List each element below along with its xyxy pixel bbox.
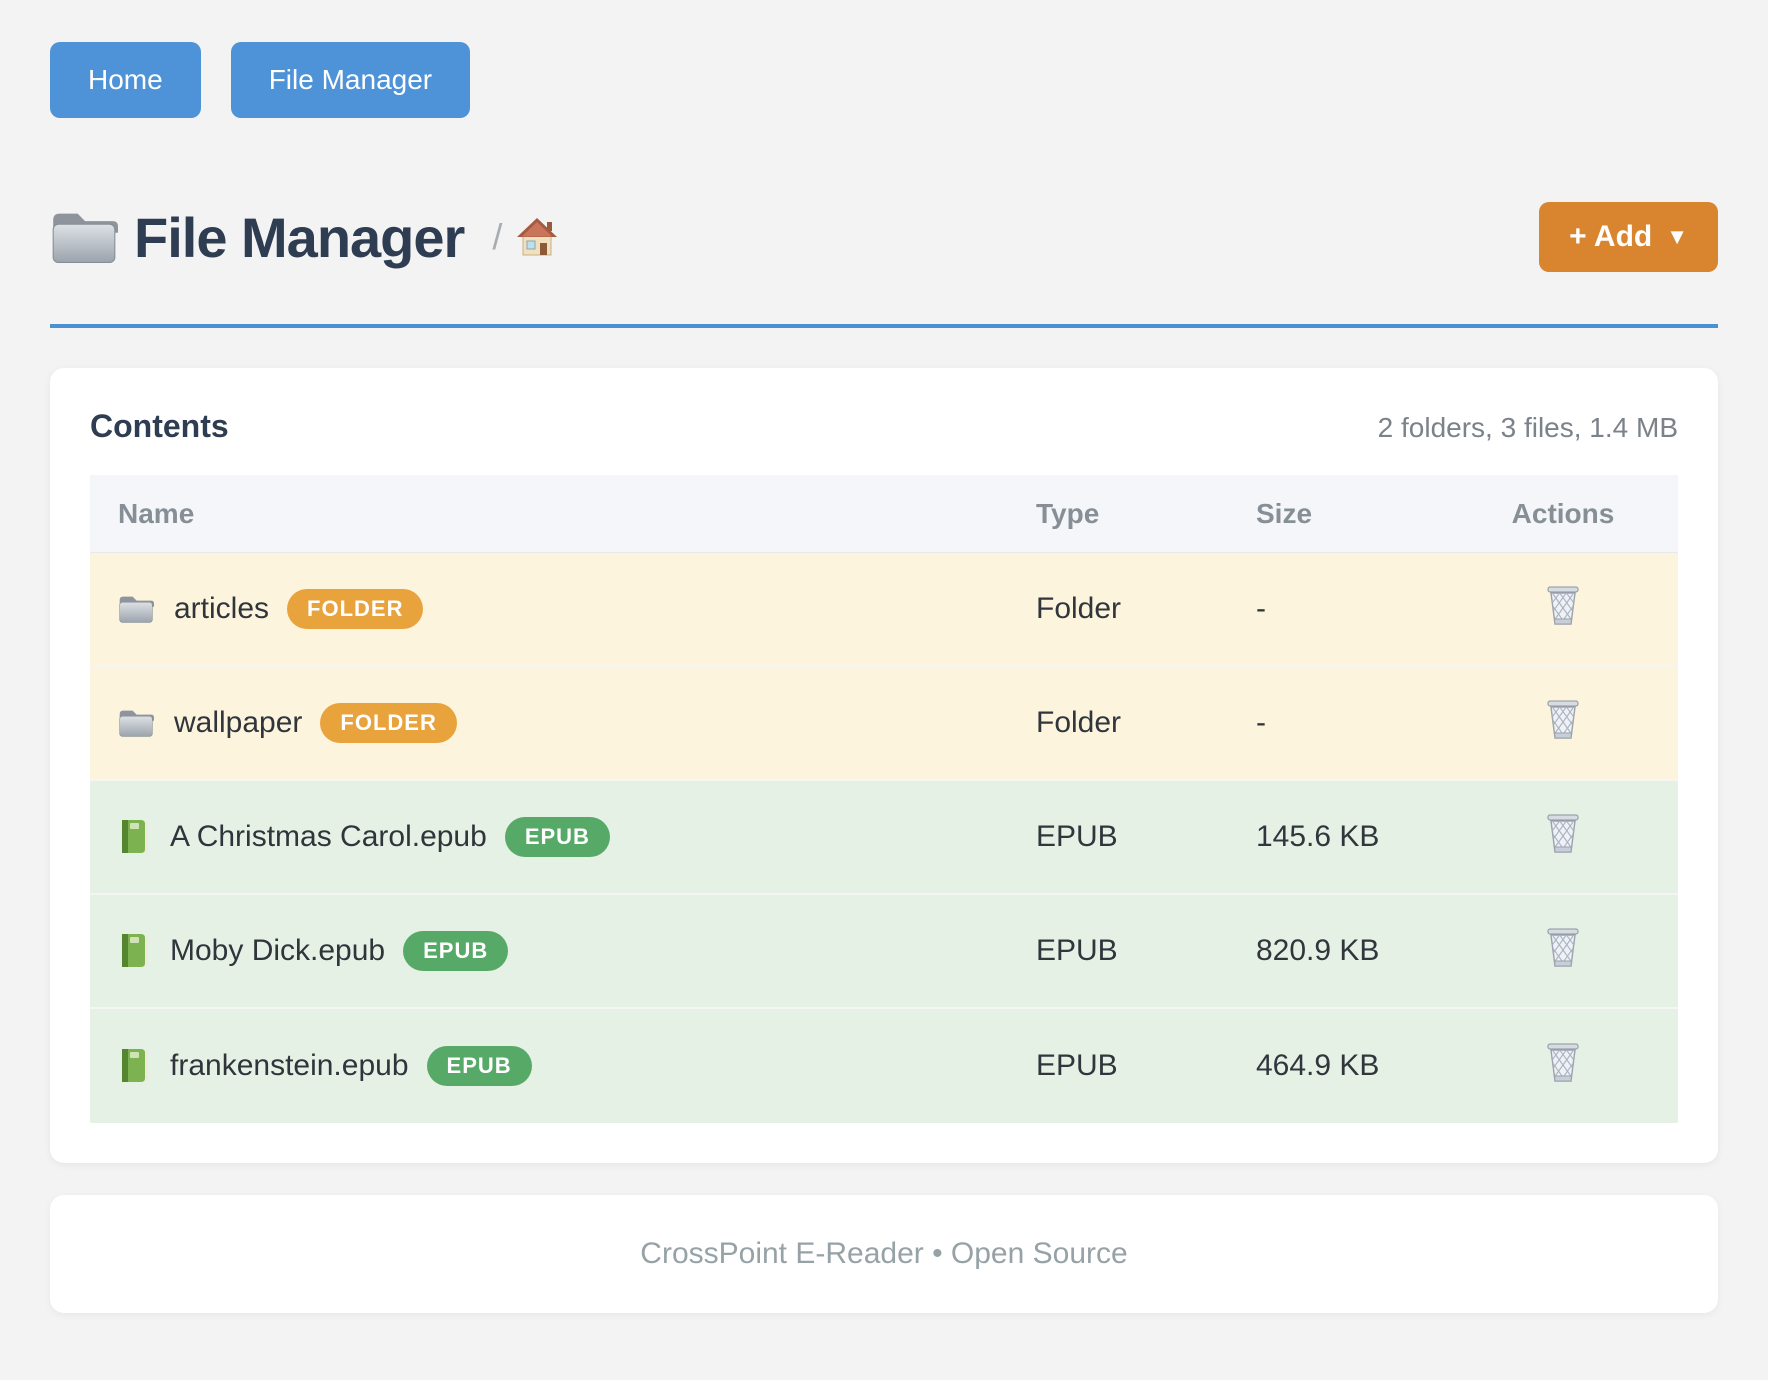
type-cell: EPUB (1036, 820, 1118, 853)
actions-cell (1448, 812, 1678, 862)
size-cell: - (1256, 592, 1266, 625)
breadcrumb: / (492, 216, 558, 258)
actions-cell (1448, 698, 1678, 748)
delete-button[interactable] (1544, 698, 1582, 743)
contents-title: Contents (90, 408, 229, 444)
header-divider (50, 324, 1718, 328)
nav-home-button[interactable]: Home (50, 42, 201, 118)
name-cell[interactable]: wallpaper FOLDER (90, 703, 1008, 743)
footer-text: CrossPoint E-Reader • Open Source (640, 1237, 1128, 1270)
footer: CrossPoint E-Reader • Open Source (50, 1195, 1718, 1313)
folder-badge: FOLDER (320, 703, 457, 743)
contents-card-header: Contents 2 folders, 3 files, 1.4 MB (90, 408, 1678, 445)
green-book-icon (118, 1048, 150, 1084)
type-cell: EPUB (1036, 1049, 1118, 1082)
size-cell: 145.6 KB (1256, 820, 1380, 853)
chevron-down-icon: ▼ (1666, 224, 1688, 249)
item-name: frankenstein.epub (170, 1049, 409, 1082)
epub-badge: EPUB (426, 1046, 532, 1086)
type-cell: Folder (1036, 706, 1122, 739)
column-header-type: Type (1036, 497, 1100, 529)
trash-icon (1544, 584, 1582, 626)
add-button-label: + Add (1569, 220, 1653, 253)
name-cell[interactable]: frankenstein.epub EPUB (90, 1046, 1008, 1086)
size-cell: 464.9 KB (1256, 1049, 1380, 1082)
epub-badge: EPUB (403, 931, 509, 971)
table-row-frankenstein[interactable]: frankenstein.epub EPUB EPUB 464.9 KB (90, 1009, 1678, 1123)
table-body: articles FOLDER Folder - wallpaper FOLDE… (90, 553, 1678, 1123)
green-book-icon (118, 933, 150, 969)
folder-badge: FOLDER (287, 589, 424, 629)
top-nav: Home File Manager (50, 0, 1718, 118)
green-book-icon (118, 819, 150, 855)
item-name: articles (174, 592, 270, 625)
table-row-articles[interactable]: articles FOLDER Folder - (90, 553, 1678, 667)
column-header-actions: Actions (1511, 497, 1615, 529)
trash-icon (1544, 1041, 1582, 1083)
column-header-name: Name (118, 497, 195, 529)
table-row-wallpaper[interactable]: wallpaper FOLDER Folder - (90, 667, 1678, 781)
delete-button[interactable] (1544, 1041, 1582, 1086)
delete-button[interactable] (1544, 812, 1582, 857)
trash-icon (1544, 812, 1582, 854)
file-manager-page: Home File Manager File Manager / + Add ▼… (50, 0, 1718, 1313)
folder-icon (118, 706, 154, 740)
size-cell: - (1256, 706, 1266, 739)
breadcrumb-separator: / (492, 216, 503, 257)
type-cell: EPUB (1036, 934, 1118, 967)
name-cell[interactable]: A Christmas Carol.epub EPUB (90, 817, 1008, 857)
contents-summary: 2 folders, 3 files, 1.4 MB (1377, 412, 1678, 443)
file-table: Name Type Size Actions articles FOLDER F… (90, 475, 1678, 1123)
table-row-christmas-carol[interactable]: A Christmas Carol.epub EPUB EPUB 145.6 K… (90, 781, 1678, 895)
item-name: wallpaper (174, 706, 303, 739)
actions-cell (1448, 1041, 1678, 1091)
actions-cell (1448, 584, 1678, 634)
delete-button[interactable] (1544, 926, 1582, 971)
nav-file-manager-button[interactable]: File Manager (230, 42, 471, 118)
size-cell: 820.9 KB (1256, 934, 1380, 967)
item-name: A Christmas Carol.epub (170, 820, 487, 853)
delete-button[interactable] (1544, 584, 1582, 629)
name-cell[interactable]: articles FOLDER (90, 589, 1008, 629)
house-icon[interactable] (516, 217, 558, 257)
epub-badge: EPUB (504, 817, 610, 857)
add-button[interactable]: + Add ▼ (1539, 202, 1718, 272)
name-cell[interactable]: Moby Dick.epub EPUB (90, 931, 1008, 971)
type-cell: Folder (1036, 592, 1122, 625)
column-header-size: Size (1256, 497, 1313, 529)
table-header-row: Name Type Size Actions (90, 475, 1678, 553)
page-header: File Manager / + Add ▼ (50, 202, 1718, 272)
table-row-moby-dick[interactable]: Moby Dick.epub EPUB EPUB 820.9 KB (90, 895, 1678, 1009)
folder-icon (118, 592, 154, 626)
trash-icon (1544, 698, 1582, 740)
item-name: Moby Dick.epub (170, 934, 386, 967)
folder-icon (50, 208, 118, 266)
trash-icon (1544, 926, 1582, 968)
actions-cell (1448, 926, 1678, 976)
contents-card: Contents 2 folders, 3 files, 1.4 MB Name… (50, 368, 1718, 1163)
page-title: File Manager (134, 205, 465, 269)
